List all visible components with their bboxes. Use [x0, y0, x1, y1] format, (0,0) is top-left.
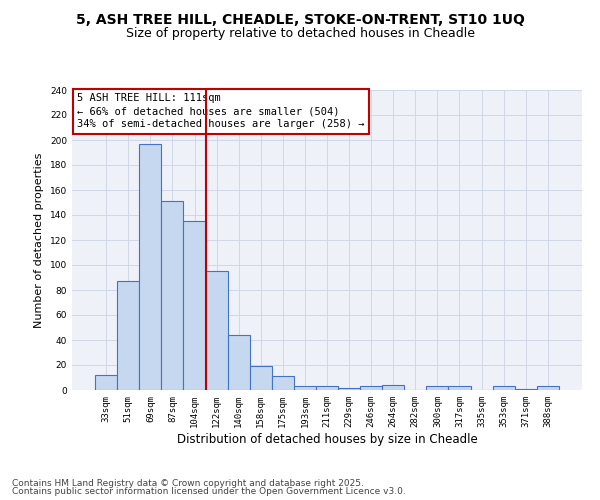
Bar [316, 386, 338, 390]
Text: 5, ASH TREE HILL, CHEADLE, STOKE-ON-TRENT, ST10 1UQ: 5, ASH TREE HILL, CHEADLE, STOKE-ON-TREN… [76, 12, 524, 26]
Bar [448, 386, 470, 390]
Bar [537, 386, 559, 390]
Bar [117, 281, 139, 390]
Text: Contains public sector information licensed under the Open Government Licence v3: Contains public sector information licen… [12, 487, 406, 496]
Bar [493, 386, 515, 390]
Bar [206, 271, 227, 390]
Bar [294, 386, 316, 390]
Y-axis label: Number of detached properties: Number of detached properties [34, 152, 44, 328]
Bar [515, 389, 537, 390]
Bar [184, 221, 206, 390]
Text: Contains HM Land Registry data © Crown copyright and database right 2025.: Contains HM Land Registry data © Crown c… [12, 478, 364, 488]
Bar [227, 335, 250, 390]
Bar [250, 366, 272, 390]
Text: 5 ASH TREE HILL: 111sqm
← 66% of detached houses are smaller (504)
34% of semi-d: 5 ASH TREE HILL: 111sqm ← 66% of detache… [77, 93, 365, 130]
Bar [382, 385, 404, 390]
Bar [161, 201, 184, 390]
Text: Size of property relative to detached houses in Cheadle: Size of property relative to detached ho… [125, 28, 475, 40]
Bar [95, 375, 117, 390]
Bar [272, 376, 294, 390]
Bar [427, 386, 448, 390]
Bar [338, 388, 360, 390]
X-axis label: Distribution of detached houses by size in Cheadle: Distribution of detached houses by size … [176, 432, 478, 446]
Bar [360, 386, 382, 390]
Bar [139, 144, 161, 390]
